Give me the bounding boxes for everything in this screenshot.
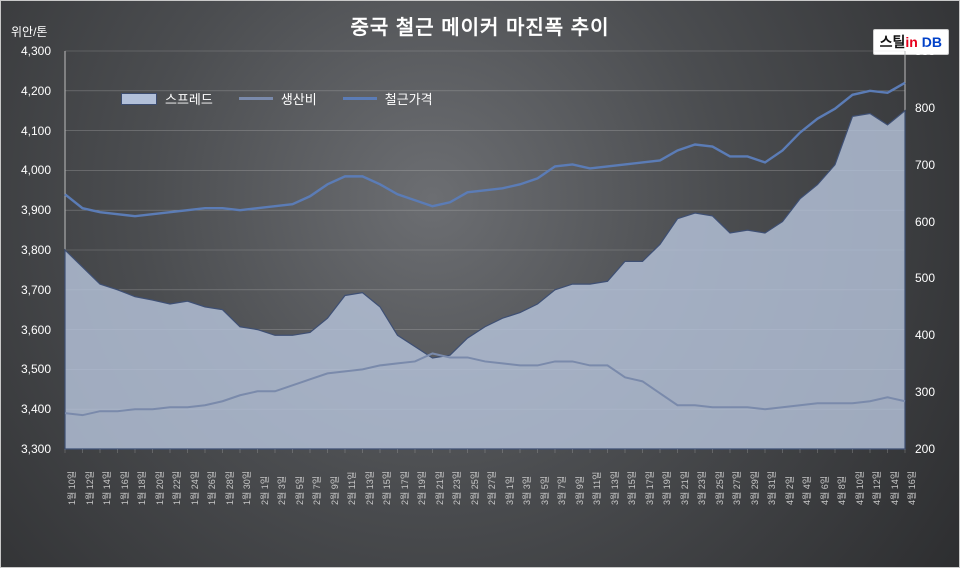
x-tick: 2월 3일 (278, 476, 287, 505)
x-tick: 4월 10일 (856, 471, 865, 505)
x-tick: 2월 13일 (366, 471, 375, 505)
x-tick: 4월 6일 (821, 476, 830, 505)
x-tick: 3월 5일 (541, 476, 550, 505)
y-left-tick: 3,300 (7, 443, 51, 455)
x-tick: 2월 21일 (436, 471, 445, 505)
x-tick: 4월 4일 (803, 476, 812, 505)
x-tick: 2월 9일 (331, 476, 340, 505)
y-right-tick: 300 (915, 386, 953, 398)
y-left-tick: 4,200 (7, 85, 51, 97)
x-tick: 1월 10일 (68, 471, 77, 505)
x-tick: 1월 30일 (243, 471, 252, 505)
y-right-tick: 400 (915, 329, 953, 341)
x-tick: 3월 15일 (628, 471, 637, 505)
y-axis-left-title: 위안/톤 (11, 23, 47, 40)
x-tick: 3월 27일 (733, 471, 742, 505)
y-left-tick: 3,900 (7, 204, 51, 216)
x-tick: 3월 23일 (698, 471, 707, 505)
y-right-tick: 900 (915, 45, 953, 57)
x-tick: 3월 7일 (558, 476, 567, 505)
x-tick: 3월 1일 (506, 476, 515, 505)
x-tick: 2월 23일 (453, 471, 462, 505)
chart-container: 중국 철근 메이커 마진폭 추이 위안/톤 스틸in DB 스프레드 생산비 철… (0, 0, 960, 568)
y-right-tick: 800 (915, 102, 953, 114)
x-tick: 4월 16일 (908, 471, 917, 505)
x-tick: 3월 17일 (646, 471, 655, 505)
plot-svg (55, 45, 915, 505)
x-tick: 4월 12일 (873, 471, 882, 505)
x-tick: 3월 31일 (768, 471, 777, 505)
y-left-tick: 3,400 (7, 403, 51, 415)
y-left-tick: 3,700 (7, 284, 51, 296)
x-tick: 2월 5일 (296, 476, 305, 505)
y-right-tick: 500 (915, 272, 953, 284)
x-tick: 2월 25일 (471, 471, 480, 505)
x-tick: 3월 19일 (663, 471, 672, 505)
x-tick: 1월 26일 (208, 471, 217, 505)
x-tick: 4월 2일 (786, 476, 795, 505)
y-right-tick: 700 (915, 159, 953, 171)
x-tick: 1월 18일 (138, 471, 147, 505)
y-left-tick: 4,300 (7, 45, 51, 57)
x-tick: 3월 3일 (523, 476, 532, 505)
x-tick: 2월 15일 (383, 471, 392, 505)
x-tick: 2월 17일 (401, 471, 410, 505)
x-tick: 2월 19일 (418, 471, 427, 505)
x-tick: 3월 25일 (716, 471, 725, 505)
x-tick: 1월 24일 (191, 471, 200, 505)
x-tick: 3월 13일 (611, 471, 620, 505)
plot-area (55, 45, 915, 505)
x-tick: 1월 20일 (156, 471, 165, 505)
x-tick: 2월 7일 (313, 476, 322, 505)
y-left-tick: 4,000 (7, 164, 51, 176)
x-tick: 1월 14일 (103, 471, 112, 505)
x-tick: 1월 16일 (121, 471, 130, 505)
x-tick: 4월 14일 (891, 471, 900, 505)
y-left-tick: 3,500 (7, 363, 51, 375)
x-tick: 4월 8일 (838, 476, 847, 505)
x-tick: 3월 9일 (576, 476, 585, 505)
x-tick: 2월 11일 (348, 472, 357, 505)
y-left-tick: 4,100 (7, 125, 51, 137)
x-tick: 3월 11일 (593, 472, 602, 505)
y-left-tick: 3,800 (7, 244, 51, 256)
y-right-tick: 600 (915, 216, 953, 228)
x-tick: 2월 27일 (488, 471, 497, 505)
chart-title: 중국 철근 메이커 마진폭 추이 (1, 11, 959, 40)
x-tick: 1월 12일 (86, 471, 95, 505)
y-right-tick: 200 (915, 443, 953, 455)
x-tick: 1월 28일 (226, 471, 235, 505)
x-tick: 2월 1일 (261, 476, 270, 505)
y-left-tick: 3,600 (7, 324, 51, 336)
x-tick: 3월 29일 (751, 471, 760, 505)
x-tick: 1월 22일 (173, 471, 182, 505)
x-tick: 3월 21일 (681, 471, 690, 505)
